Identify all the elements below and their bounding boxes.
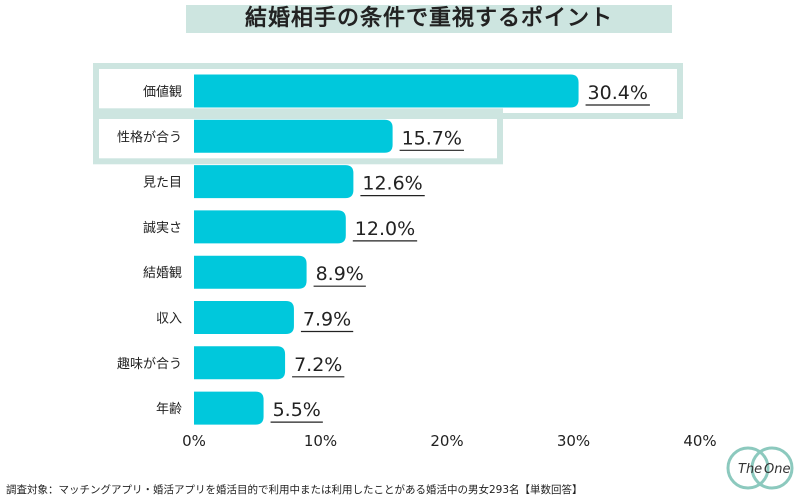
bar <box>194 255 307 289</box>
x-tick-label: 30% <box>557 432 590 450</box>
category-label: 見た目 <box>143 176 182 191</box>
x-tick-label: 20% <box>430 432 463 450</box>
value-label: 12.6% <box>362 173 422 195</box>
bar <box>194 74 579 108</box>
x-tick-label: 40% <box>683 432 716 450</box>
x-tick-label: 10% <box>304 432 337 450</box>
chart-title: 結婚相手の条件で重視するポイント <box>244 6 613 31</box>
bar <box>194 210 346 244</box>
value-label: 15.7% <box>402 127 462 149</box>
category-label: 結婚観 <box>143 266 182 281</box>
category-label: 性格が合う <box>117 129 182 145</box>
category-label: 趣味が合う <box>117 357 182 372</box>
title-banner: 結婚相手の条件で重視するポイント <box>186 5 672 33</box>
category-label: 価値観 <box>143 84 182 100</box>
value-label: 30.4% <box>588 82 648 104</box>
bar <box>194 165 354 199</box>
category-label: 収入 <box>156 312 182 327</box>
category-label: 誠実さ <box>143 220 182 236</box>
value-label: 5.5% <box>273 399 321 421</box>
value-label: 8.9% <box>316 263 364 285</box>
value-label: 7.2% <box>294 354 342 376</box>
logo-left-ring <box>726 446 770 490</box>
bar <box>194 301 294 334</box>
logo-right-text: One <box>764 462 790 477</box>
highlight-frame-1 <box>93 63 683 119</box>
bar <box>194 391 264 425</box>
x-tick-label: 0% <box>182 432 206 450</box>
logo-left-text: The <box>738 462 762 477</box>
survey-footnote: 調査対象：マッチングアプリ・婚活アプリを婚活目的で利用中または利用したことがある… <box>6 484 583 496</box>
logo-right-ring <box>750 446 794 490</box>
bar <box>194 119 393 153</box>
category-label: 年齢 <box>156 402 182 417</box>
bar <box>194 346 286 380</box>
highlight-frame-2 <box>93 108 503 165</box>
the-one-logo: The One <box>726 446 794 490</box>
value-label: 12.0% <box>355 218 415 240</box>
value-label: 7.9% <box>303 309 351 331</box>
